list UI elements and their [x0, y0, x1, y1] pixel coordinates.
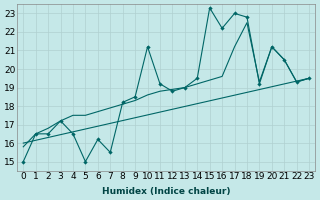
X-axis label: Humidex (Indice chaleur): Humidex (Indice chaleur) — [102, 187, 230, 196]
